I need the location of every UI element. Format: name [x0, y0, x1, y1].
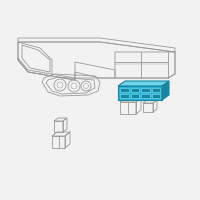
Polygon shape — [162, 81, 169, 100]
Polygon shape — [141, 88, 150, 92]
Polygon shape — [130, 94, 139, 98]
Polygon shape — [118, 81, 169, 86]
Polygon shape — [120, 94, 128, 98]
Polygon shape — [118, 86, 162, 100]
Polygon shape — [152, 94, 160, 98]
Polygon shape — [141, 94, 150, 98]
Polygon shape — [130, 88, 139, 92]
Polygon shape — [120, 88, 128, 92]
Polygon shape — [152, 88, 160, 92]
